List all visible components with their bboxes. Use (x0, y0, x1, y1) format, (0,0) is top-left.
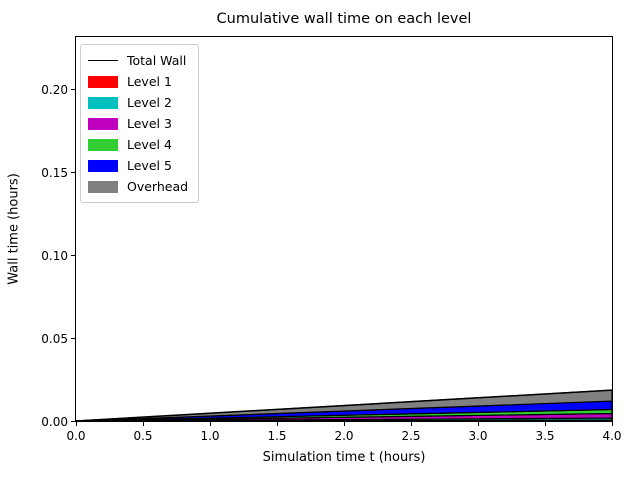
legend-color-swatch (88, 75, 118, 88)
legend-item-level-3: Level 3 (88, 113, 188, 134)
x-tick-mark (210, 422, 211, 426)
x-tick-label: 2.5 (401, 429, 421, 443)
x-tick-label: 0.5 (133, 429, 153, 443)
legend-item-total-wall: Total Wall (88, 50, 188, 71)
y-tick-mark (71, 254, 75, 256)
legend-label: Level 5 (127, 158, 172, 173)
chart-title: Cumulative wall time on each level (216, 11, 472, 27)
y-tick-mark (71, 337, 75, 339)
legend-color-swatch (88, 138, 118, 151)
legend-label: Overhead (127, 179, 189, 194)
legend-item-level-2: Level 2 (88, 92, 188, 113)
y-tick-label: 0.20 (41, 82, 68, 97)
x-tick-label: 3.0 (468, 429, 488, 443)
legend-item-overhead: Overhead (88, 176, 188, 197)
legend-label: Total Wall (127, 53, 187, 68)
total-wall-line (76, 389, 612, 421)
plot-area (75, 36, 613, 422)
x-tick-mark (411, 422, 412, 426)
y-tick-label: 0.15 (41, 165, 68, 180)
stacked-area-chart (76, 389, 612, 421)
legend-color-swatch (88, 96, 118, 109)
x-tick-mark (478, 422, 479, 426)
legend-label: Level 1 (127, 74, 172, 89)
x-tick-label: 4.0 (602, 429, 622, 443)
x-tick-label: 3.5 (535, 429, 555, 443)
x-tick-label: 2.0 (334, 429, 354, 443)
x-tick-label: 0.0 (66, 429, 86, 443)
y-tick-mark (71, 88, 75, 90)
x-tick-mark (612, 422, 613, 426)
x-tick-mark (277, 422, 278, 426)
legend-color-swatch (88, 180, 118, 193)
y-tick-mark (71, 421, 75, 422)
legend-item-level-5: Level 5 (88, 155, 188, 176)
x-tick-label: 1.0 (200, 429, 220, 443)
y-tick-label: 0.05 (41, 331, 68, 346)
x-tick-mark (143, 422, 144, 426)
x-tick-label: 1.5 (267, 429, 287, 443)
legend-label: Level 3 (127, 116, 172, 131)
y-tick-label: 0.10 (41, 248, 68, 263)
legend-item-level-4: Level 4 (88, 134, 188, 155)
legend-label: Level 2 (127, 95, 172, 110)
x-tick-mark (545, 422, 546, 426)
y-tick-mark (71, 171, 75, 173)
legend-label: Level 4 (127, 137, 172, 152)
legend-color-swatch (88, 159, 118, 172)
legend-line-swatch (88, 60, 118, 61)
legend: Total Wall Level 1 Level 2 Level 3 Level 4 Le… (80, 44, 200, 203)
x-axis-label: Simulation time t (hours) (262, 450, 426, 465)
x-tick-mark (76, 422, 77, 426)
x-tick-mark (344, 422, 345, 426)
y-tick-label: 0.00 (41, 415, 68, 429)
y-axis-label: Wall time (hours) (6, 173, 22, 285)
legend-item-level-1: Level 1 (88, 71, 188, 92)
legend-color-swatch (88, 117, 118, 130)
